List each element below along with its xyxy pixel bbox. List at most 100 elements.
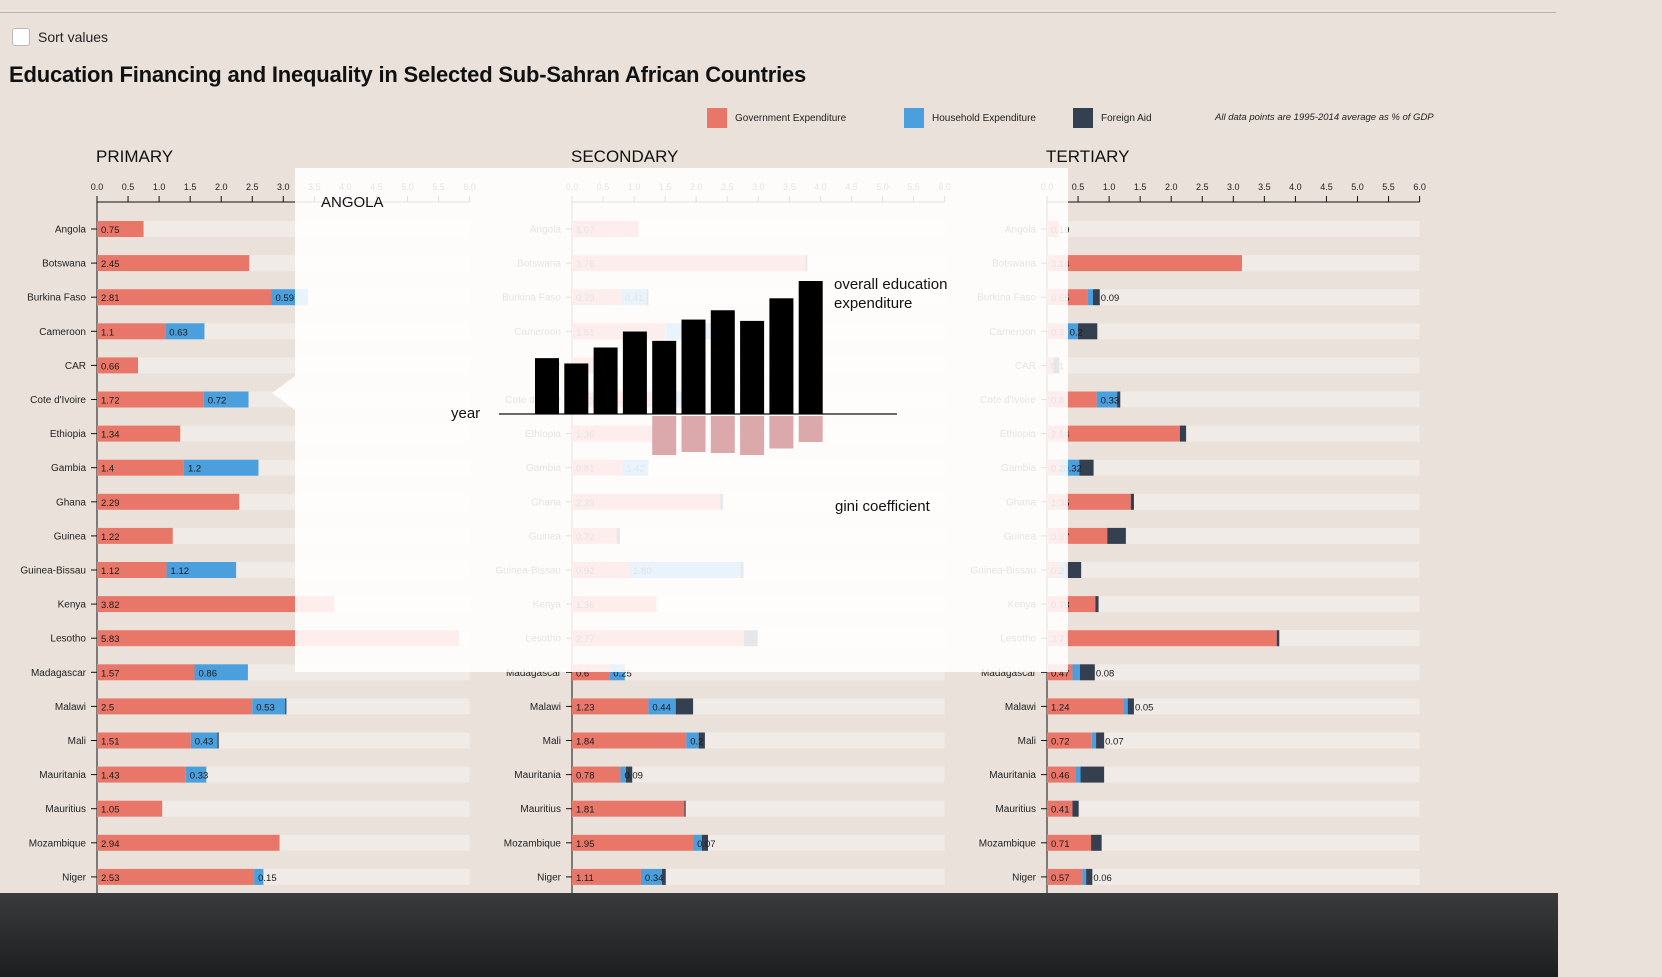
bar-track [1047, 527, 1420, 544]
data-label-foreign-aid: 0.09 [1101, 293, 1120, 304]
x-tick-label: 1.0 [153, 182, 166, 192]
bar-foreign-aid [1086, 868, 1093, 885]
category-label: Mauritania [39, 770, 86, 781]
bar-government [97, 766, 186, 783]
legend-label-household: Household Expenditure [932, 112, 1036, 124]
sort-checkbox[interactable] [12, 28, 30, 46]
data-label-government: 2.94 [101, 839, 120, 850]
bar-track [1047, 664, 1420, 681]
bar-foreign-aid [1092, 289, 1100, 306]
category-label: Cameroon [39, 327, 86, 338]
x-tick-label: 3.5 [1258, 182, 1271, 192]
bar-household [254, 868, 264, 885]
data-label-government: 2.5 [101, 702, 114, 713]
data-label-government: 0.75 [101, 225, 120, 236]
data-label-government: 0.41 [1051, 805, 1070, 816]
bar-government [97, 357, 138, 374]
bar-government [572, 698, 649, 715]
data-label-government: 1.81 [576, 805, 595, 816]
bar-household [183, 459, 259, 476]
legend-label-government: Government Expenditure [735, 112, 847, 124]
top-divider [0, 12, 1556, 13]
bar-track [1047, 834, 1420, 851]
bar-household [185, 766, 207, 783]
category-label: Guinea-Bissau [20, 566, 86, 577]
category-label: Burkina Faso [27, 293, 86, 304]
x-tick-label: 1.5 [184, 182, 197, 192]
bar-household [1091, 732, 1097, 749]
data-label-household: 1.2 [188, 464, 201, 475]
data-label-foreign-aid: 0.08 [1096, 668, 1115, 679]
bar-government [1047, 800, 1073, 817]
legend-item-household: Household Expenditure [904, 108, 1036, 128]
category-label: Ghana [56, 497, 86, 508]
bar-household [693, 834, 702, 851]
bar-track [1047, 698, 1420, 715]
data-label-government: 0.46 [1051, 771, 1070, 782]
sort-control[interactable]: Sort values [12, 28, 108, 46]
bar-foreign-aid [684, 800, 686, 817]
popup-pointer [272, 376, 295, 410]
category-label: Madagascar [506, 668, 562, 679]
category-label: Kenya [58, 600, 87, 611]
category-label: Cote d'Ivoire [30, 395, 86, 406]
data-label-government: 0.66 [101, 361, 120, 372]
category-label: Angola [55, 225, 87, 236]
category-label: Malawi [55, 702, 86, 713]
bar-government [97, 425, 181, 442]
popup-gini-label: gini coefficient [835, 498, 930, 515]
data-label-government: 1.11 [576, 873, 594, 884]
panel-title: PRIMARY [96, 147, 173, 166]
bar-government [97, 527, 173, 544]
data-note: All data points are 1995-2014 average as… [1215, 112, 1434, 123]
bar-track [1047, 596, 1420, 613]
data-label-household: 0.15 [258, 873, 277, 884]
x-tick-label: 5.0 [1351, 182, 1364, 192]
bar-government [97, 698, 253, 715]
data-label-government: 1.05 [101, 805, 120, 816]
x-tick-label: 2.5 [246, 182, 259, 192]
bar-track [1047, 323, 1420, 340]
bar-government [97, 289, 272, 306]
bar-government [572, 732, 687, 749]
category-label: Lesotho [50, 634, 86, 645]
popup-expenditure-bar [710, 310, 735, 414]
legend-swatch-foreign-aid [1073, 108, 1093, 128]
bar-government [97, 800, 163, 817]
data-label-government: 1.84 [576, 737, 595, 748]
data-label-household: 0.72 [208, 396, 227, 407]
category-label: Niger [537, 872, 562, 883]
bar-government [572, 800, 685, 817]
data-label-household: 0.2 [1070, 327, 1083, 338]
legend-item-government: Government Expenditure [707, 108, 846, 128]
data-label-household: 0.07 [697, 839, 716, 850]
data-label-foreign-aid: 0.07 [1105, 737, 1124, 748]
legend-swatch-household [904, 108, 924, 128]
bar-foreign-aid [1079, 664, 1095, 681]
data-label-household: 0.33 [1101, 396, 1120, 407]
data-label-government: 0.71 [1051, 839, 1070, 850]
bar-household [1096, 391, 1118, 408]
bar-government [97, 732, 191, 749]
bar-track [1047, 868, 1420, 885]
bar-government [1047, 255, 1242, 272]
bar-government [97, 255, 250, 272]
data-label-household: 0.43 [195, 737, 214, 748]
x-tick-label: 4.5 [1320, 182, 1333, 192]
bar-government [1047, 868, 1083, 885]
category-label: Mozambique [29, 838, 87, 849]
bar-foreign-aid [1078, 323, 1098, 340]
bar-track [1047, 732, 1420, 749]
data-label-government: 2.29 [101, 498, 120, 509]
bar-foreign-aid [1179, 425, 1187, 442]
popup-gini-bar [740, 416, 765, 455]
popup-gini-bar [769, 416, 794, 449]
sort-label: Sort values [38, 29, 109, 45]
bar-household [648, 698, 676, 715]
x-tick-label: 0.5 [1072, 182, 1085, 192]
category-label: Ethiopia [50, 429, 87, 440]
category-label: Mozambique [979, 838, 1037, 849]
data-label-government: 1.72 [101, 396, 120, 407]
popup-gini-bar [710, 416, 735, 453]
data-label-government: 0.78 [576, 771, 595, 782]
